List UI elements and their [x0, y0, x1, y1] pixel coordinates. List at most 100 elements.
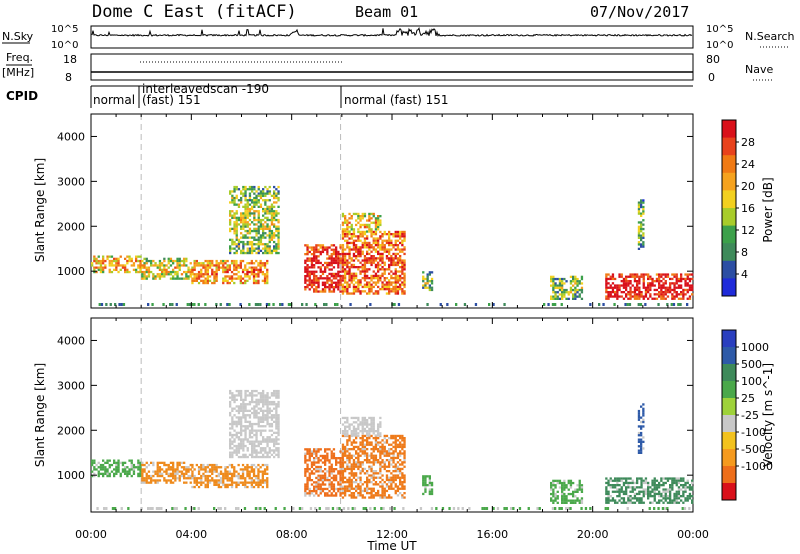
ytick-label: 2000	[57, 424, 85, 437]
ground-scatter-row	[96, 507, 691, 510]
nsearch-tick-top: 10^5	[706, 24, 733, 35]
velocity-colorbar-label: Velocity [m s^-1]	[761, 363, 775, 467]
scatter-region	[229, 389, 280, 459]
xaxis-label: Time UT	[366, 539, 417, 553]
nsky-tick-bottom: 10^0	[51, 40, 78, 51]
scatter-region	[91, 459, 142, 478]
ytick-label: 3000	[57, 175, 85, 188]
beam-label: Beam 01	[355, 3, 418, 21]
colorbar-tick-label: 20	[741, 180, 755, 193]
nave-tick-top: 80	[706, 53, 720, 66]
nsearch-label: N.Search	[745, 30, 795, 43]
colorbar-tick-label: 16	[741, 202, 755, 215]
colorbar-swatch	[722, 330, 736, 348]
scatter-region	[229, 185, 280, 255]
nsky-label: N.Sky	[2, 30, 34, 43]
colorbar-swatch	[722, 381, 736, 399]
colorbar-tick-label: 25	[741, 392, 755, 405]
scatter-region	[550, 479, 584, 504]
colorbar-swatch	[722, 137, 736, 156]
ytick-label: 1000	[57, 265, 85, 278]
colorbar-swatch	[722, 398, 736, 416]
freq-label: Freq.	[6, 51, 33, 64]
xtick-label: 00:00	[75, 528, 107, 541]
freq-strip-frame	[90, 53, 694, 81]
xtick-label: 20:00	[577, 528, 609, 541]
colorbar-swatch	[722, 225, 736, 244]
scatter-region	[605, 273, 694, 300]
power-ylabel: Slant Range [km]	[33, 158, 47, 262]
colorbar-tick-label: -500	[741, 443, 766, 456]
colorbar-tick-label: -100	[741, 426, 766, 439]
scatter-region	[191, 463, 269, 489]
colorbar-swatch	[722, 243, 736, 262]
cpid-segment-interleaved-sub: (fast) 151	[142, 93, 201, 107]
cpid-segment-interleaved: interleavedscan -190	[142, 82, 269, 96]
colorbar-tick-label: -1000	[741, 460, 773, 473]
cpid-segment-normal-fast: normal (fast) 151	[344, 93, 448, 107]
power-panel: 1000 2000 3000 4000	[57, 113, 694, 309]
colorbar-swatch	[722, 347, 736, 365]
scatter-region	[605, 477, 694, 504]
ground-scatter-row	[98, 303, 689, 306]
colorbar-tick-label: 100	[741, 375, 762, 388]
cpid-segment-normal: normal	[93, 93, 135, 107]
scatter-region	[304, 448, 344, 497]
scatter-region	[141, 257, 192, 280]
scatter-region	[141, 461, 192, 484]
cpid-label: CPID	[6, 89, 38, 103]
figure-title: Dome C East (fitACF)	[92, 2, 297, 22]
colorbar-swatch	[722, 278, 736, 297]
xtick-label: 00:00	[677, 528, 709, 541]
colorbar-tick-label: 500	[741, 358, 762, 371]
nave-tick-bottom: 0	[708, 71, 715, 84]
xtick-label: 12:00	[376, 528, 408, 541]
xtick-label: 08:00	[276, 528, 308, 541]
colorbar-tick-label: 28	[741, 136, 755, 149]
power-colorbar: 4 8 12 16 20 24 28	[721, 119, 755, 297]
colorbar-swatch	[722, 172, 736, 191]
nave-label: Nave	[745, 63, 773, 76]
colorbar-swatch	[722, 466, 736, 484]
nsky-tick-top: 10^5	[51, 24, 78, 35]
colorbar-tick-label: 24	[741, 158, 755, 171]
freq-tick-top: 18	[63, 53, 77, 66]
colorbar-swatch	[722, 260, 736, 279]
colorbar-swatch	[722, 120, 736, 139]
scatter-region	[422, 475, 434, 496]
nsky-strip-frame	[90, 25, 694, 49]
scatter-region	[191, 259, 269, 285]
ytick-label: 2000	[57, 220, 85, 233]
colorbar-swatch	[722, 483, 736, 501]
scatter-region	[341, 230, 406, 295]
colorbar-tick-label: 1000	[741, 341, 769, 354]
colorbar-tick-label: 12	[741, 224, 755, 237]
scatter-region	[341, 212, 382, 233]
scatter-region	[637, 403, 645, 454]
velocity-ylabel: Slant Range [km]	[33, 363, 47, 467]
colorbar-tick-label: 8	[741, 246, 748, 259]
date-label: 07/Nov/2017	[590, 3, 689, 21]
scatter-region	[637, 199, 645, 250]
scatter-region	[341, 416, 382, 437]
ytick-label: 4000	[57, 130, 85, 143]
colorbar-tick-label: 4	[741, 268, 748, 281]
colorbar-swatch	[722, 432, 736, 450]
xtick-label: 04:00	[175, 528, 207, 541]
freq-tick-bottom: 8	[65, 71, 72, 84]
scatter-region	[422, 271, 434, 292]
colorbar-swatch	[722, 415, 736, 433]
colorbar-swatch	[722, 190, 736, 209]
scatter-region	[91, 255, 142, 274]
colorbar-swatch	[722, 449, 736, 467]
xtick-label: 16:00	[476, 528, 508, 541]
colorbar-tick-label: -25	[741, 409, 759, 422]
nsearch-tick-bottom: 10^0	[706, 40, 733, 51]
colorbar-swatch	[722, 208, 736, 227]
nsky-trace	[91, 27, 693, 37]
ytick-label: 1000	[57, 469, 85, 482]
velocity-panel: 1000 2000 3000 4000 00:00 04:00 08:00 12:00 16:0…	[57, 317, 709, 541]
scatter-region	[550, 275, 584, 300]
power-colorbar-label: Power [dB]	[761, 177, 775, 242]
